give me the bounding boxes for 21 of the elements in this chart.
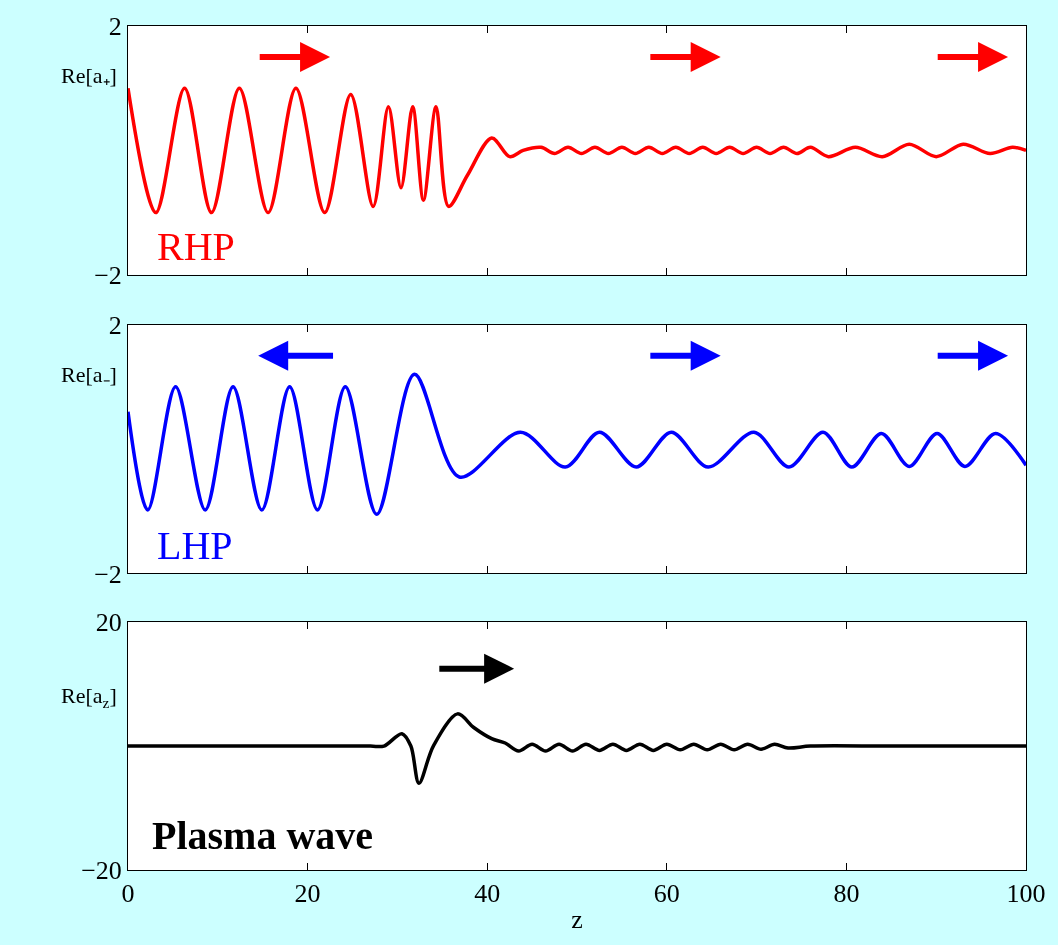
annotation: LHP xyxy=(157,523,233,568)
y-tick-label: 20 xyxy=(95,608,122,638)
line-series xyxy=(128,86,1026,215)
x-tick-label: 0 xyxy=(121,879,135,909)
y-tick-label: −20 xyxy=(81,856,122,886)
y-axis-title: Re[a$_{z}$] xyxy=(61,683,117,711)
y-tick-label: −2 xyxy=(94,260,122,290)
x-tick-label: 60 xyxy=(653,879,680,909)
x-tick-label: 20 xyxy=(294,879,321,909)
x-tick-label: 80 xyxy=(833,879,860,909)
y-tick-label: 2 xyxy=(108,12,122,42)
line-series xyxy=(128,372,1026,517)
x-tick-label: 100 xyxy=(1006,879,1046,909)
annotation: RHP xyxy=(157,224,235,269)
y-axis-title: Re[a₊] xyxy=(61,63,117,88)
x-tick-label: 40 xyxy=(474,879,501,909)
y-tick-label: 2 xyxy=(108,310,122,340)
annotation: Plasma wave xyxy=(152,813,374,858)
y-tick-label: −2 xyxy=(94,559,122,589)
x-axis-title: z xyxy=(571,904,583,934)
y-axis-title: Re[a₋] xyxy=(61,362,117,387)
